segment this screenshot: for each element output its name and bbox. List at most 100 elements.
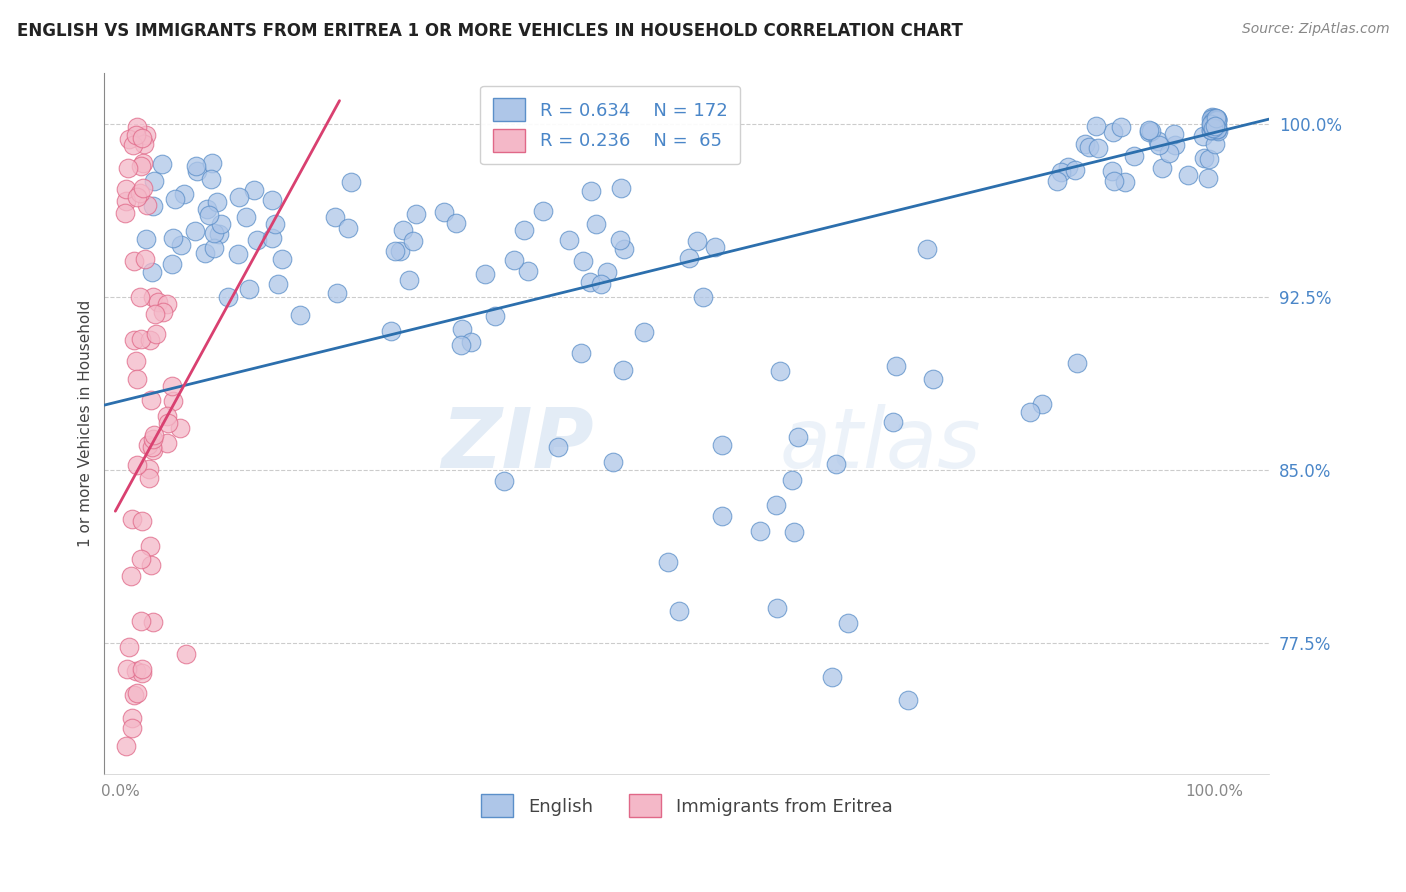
Point <box>156 436 179 450</box>
Point <box>131 130 153 145</box>
Point <box>134 137 156 152</box>
Point <box>1202 122 1225 136</box>
Point <box>1109 120 1132 134</box>
Point <box>1202 115 1225 129</box>
Point <box>578 275 600 289</box>
Point <box>1202 112 1225 126</box>
Point <box>1204 111 1226 125</box>
Point <box>398 273 420 287</box>
Point <box>260 194 283 208</box>
Point <box>1139 124 1161 138</box>
Point <box>1204 136 1226 151</box>
Point <box>1046 174 1069 188</box>
Point <box>129 159 152 173</box>
Point <box>125 354 148 368</box>
Point <box>118 640 141 654</box>
Point <box>609 180 631 194</box>
Point <box>136 438 159 452</box>
Point <box>290 308 312 322</box>
Point <box>162 230 184 244</box>
Point <box>1204 120 1226 135</box>
Point <box>571 346 593 360</box>
Point <box>766 601 789 615</box>
Point <box>668 604 690 618</box>
Point <box>749 524 772 539</box>
Point <box>170 238 193 252</box>
Point <box>142 199 165 213</box>
Point <box>1205 112 1227 127</box>
Point <box>186 164 208 178</box>
Point <box>131 662 153 676</box>
Point <box>135 128 157 142</box>
Point <box>1202 116 1225 130</box>
Point <box>127 120 149 135</box>
Point <box>129 551 152 566</box>
Point <box>152 305 174 319</box>
Point <box>264 218 287 232</box>
Point <box>117 161 139 175</box>
Point <box>202 226 225 240</box>
Point <box>1206 123 1229 137</box>
Point <box>1201 117 1223 131</box>
Point <box>1102 125 1125 139</box>
Point <box>446 216 468 230</box>
Point <box>1073 137 1095 152</box>
Point <box>1205 111 1227 125</box>
Point <box>921 372 943 386</box>
Point <box>1197 171 1219 186</box>
Point <box>1177 169 1199 183</box>
Point <box>609 233 631 247</box>
Point <box>209 217 232 231</box>
Point <box>613 242 636 256</box>
Point <box>769 364 792 378</box>
Point <box>1163 127 1185 141</box>
Point <box>121 511 143 525</box>
Point <box>710 438 733 452</box>
Point <box>633 325 655 339</box>
Point <box>326 285 349 300</box>
Point <box>122 253 145 268</box>
Point <box>571 253 593 268</box>
Text: ENGLISH VS IMMIGRANTS FROM ERITREA 1 OR MORE VEHICLES IN HOUSEHOLD CORRELATION C: ENGLISH VS IMMIGRANTS FROM ERITREA 1 OR … <box>17 22 963 40</box>
Point <box>1206 112 1229 127</box>
Point <box>200 172 222 186</box>
Point <box>120 568 142 582</box>
Point <box>339 175 361 189</box>
Point <box>596 265 619 279</box>
Point <box>1085 120 1108 134</box>
Point <box>141 392 163 407</box>
Point <box>915 242 938 256</box>
Point <box>1192 151 1215 165</box>
Point <box>114 206 136 220</box>
Point <box>585 217 607 231</box>
Point <box>139 558 162 573</box>
Point <box>134 252 156 267</box>
Point <box>783 525 806 540</box>
Point <box>184 159 207 173</box>
Point <box>1192 128 1215 143</box>
Point <box>157 416 180 430</box>
Point <box>217 289 239 303</box>
Point <box>547 440 569 454</box>
Point <box>513 222 536 236</box>
Point <box>235 211 257 225</box>
Point <box>337 221 360 235</box>
Point <box>1206 113 1229 128</box>
Point <box>388 244 411 258</box>
Point <box>201 156 224 170</box>
Point <box>1206 112 1229 127</box>
Point <box>1137 123 1160 137</box>
Point <box>121 721 143 735</box>
Point <box>127 686 149 700</box>
Point <box>1202 112 1225 126</box>
Point <box>589 277 612 291</box>
Point <box>183 224 205 238</box>
Point <box>1101 164 1123 178</box>
Point <box>882 415 904 429</box>
Point <box>142 442 165 457</box>
Text: atlas: atlas <box>780 404 981 485</box>
Point <box>1206 123 1229 137</box>
Point <box>270 252 292 266</box>
Point <box>195 202 218 216</box>
Point <box>122 688 145 702</box>
